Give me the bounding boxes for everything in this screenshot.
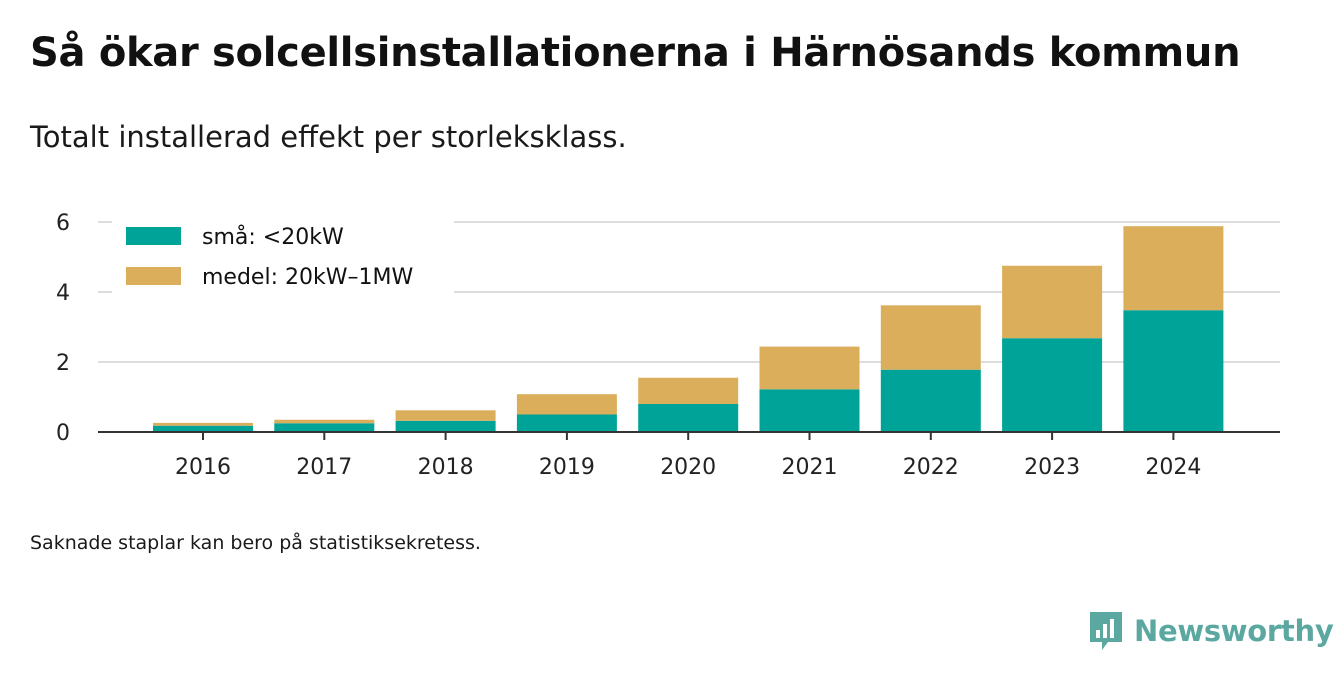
bar-2024-medium	[1123, 226, 1224, 311]
bar-2020-small	[638, 404, 739, 432]
x-tick-label-2023: 2023	[1024, 455, 1080, 480]
bar-2018-small	[395, 420, 496, 432]
bar-2016-medium	[153, 422, 253, 426]
bar-2018-medium	[395, 410, 496, 421]
bar-2023-small	[1002, 338, 1103, 432]
bar-2017-small	[274, 423, 375, 432]
x-tick-label-2019: 2019	[539, 455, 595, 480]
x-tick-label-2021: 2021	[782, 455, 838, 480]
x-tick-label-2016: 2016	[175, 455, 231, 480]
bar-2021-medium	[759, 346, 860, 390]
y-tick-label: 4	[56, 281, 70, 306]
x-tick-label-2022: 2022	[903, 455, 959, 480]
chart-title: Så ökar solcellsinstallationerna i Härnö…	[30, 30, 1241, 76]
brand-name: Newsworthy	[1134, 614, 1334, 648]
bar-2021-small	[759, 389, 860, 432]
newsworthy-logo[interactable]: Newsworthy	[1088, 610, 1334, 652]
legend-swatch-small	[126, 227, 181, 245]
chart-subtitle: Totalt installerad effekt per storlekskl…	[30, 120, 627, 154]
legend-label-medium: medel: 20kW–1MW	[202, 265, 413, 290]
y-tick-label: 6	[56, 211, 70, 236]
x-tick-label-2018: 2018	[418, 455, 474, 480]
bar-2022-medium	[880, 305, 981, 370]
x-axis-ticks: 2016 2017 2018 2019 2020 2021 2022 2023 2024	[175, 432, 1201, 480]
bar-chart-speech-bubble-icon	[1090, 612, 1122, 650]
legend-label-small: små: <20kW	[202, 224, 344, 250]
bar-2024-small	[1123, 310, 1224, 432]
bars	[153, 226, 1224, 432]
y-tick-label: 2	[56, 351, 70, 376]
y-axis-ticks: 0 2 4 6	[56, 211, 70, 446]
bar-2022-small	[880, 369, 981, 432]
bar-2017-medium	[274, 419, 375, 424]
bar-2019-small	[516, 414, 617, 432]
footnote: Saknade staplar kan bero på statistiksek…	[30, 532, 481, 554]
bar-2016-small	[153, 425, 253, 432]
legend-swatch-medium	[126, 267, 181, 285]
stacked-bar-chart: 0 2 4 6 2016 2017 2018 2019 2020 2021 2022 2023 202…	[56, 211, 1280, 480]
legend: små: <20kW medel: 20kW–1MW	[112, 214, 454, 296]
x-tick-label-2024: 2024	[1145, 455, 1201, 480]
x-tick-label-2017: 2017	[296, 455, 352, 480]
x-tick-label-2020: 2020	[660, 455, 716, 480]
y-tick-label: 0	[56, 421, 70, 446]
bar-2020-medium	[638, 377, 739, 404]
bar-2023-medium	[1002, 265, 1103, 339]
bar-2019-medium	[516, 394, 617, 415]
